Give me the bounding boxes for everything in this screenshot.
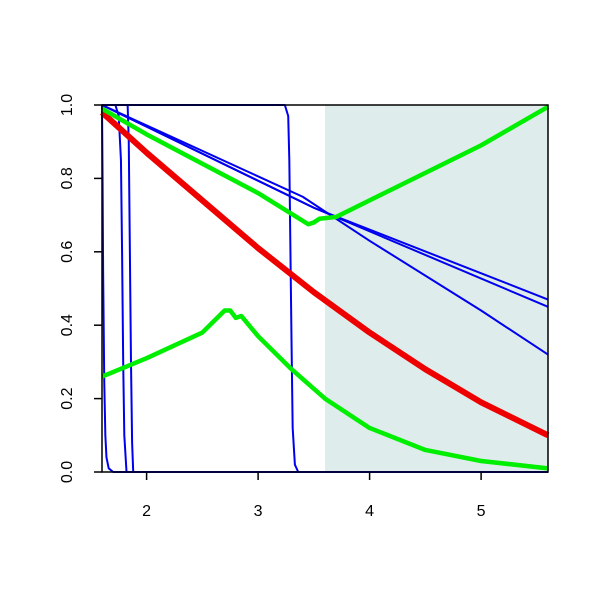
series-line (102, 104, 548, 473)
series-line (99, 110, 550, 438)
y-tick-label: 0.2 (59, 387, 76, 409)
y-tick-label: 0.6 (59, 241, 76, 263)
plot-frame (101, 104, 549, 473)
series-line (101, 104, 549, 308)
y-tick-label: 0.4 (59, 314, 76, 336)
x-tick-label: 3 (254, 503, 263, 520)
y-tick-label: 0.0 (59, 461, 76, 483)
x-tick-label: 5 (477, 503, 486, 520)
series-line (101, 104, 549, 356)
y-tick-label: 1.0 (59, 94, 76, 116)
series-line (101, 308, 549, 471)
x-tick-label: 2 (142, 503, 151, 520)
y-tick-label: 0.8 (59, 167, 76, 189)
series-line (102, 104, 548, 473)
series-line (100, 104, 550, 227)
series-group (99, 104, 550, 473)
series-line (102, 104, 548, 473)
x-tick-label: 4 (365, 503, 374, 520)
